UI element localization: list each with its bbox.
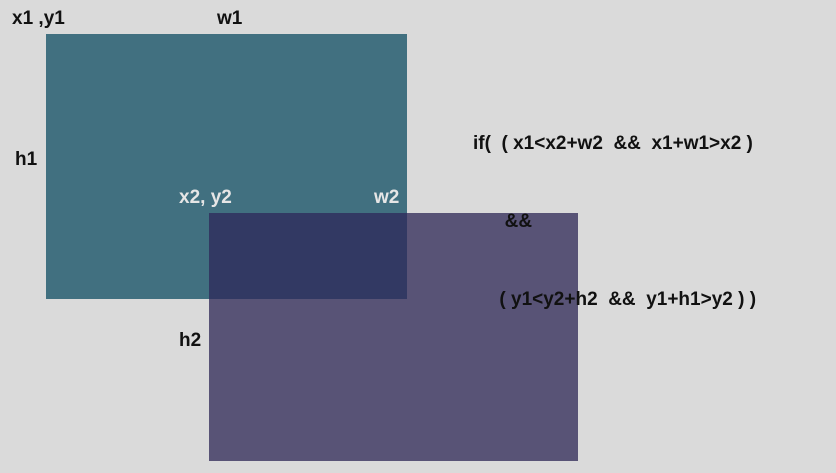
label-x1-y1: x1 ,y1 xyxy=(12,8,65,29)
label-w1: w1 xyxy=(217,8,243,29)
label-h2: h2 xyxy=(179,330,202,351)
overlap-region xyxy=(209,213,407,299)
label-w2: w2 xyxy=(374,187,400,208)
condition-line-3: ( y1<y2+h2 && y1+h1>y2 ) ) xyxy=(473,289,757,310)
collision-condition: if( ( x1<x2+w2 && x1+w1>x2 ) && ( y1<y2+… xyxy=(473,79,756,339)
condition-line-1: if( ( x1<x2+w2 && x1+w1>x2 ) xyxy=(473,133,753,154)
label-h1: h1 xyxy=(15,149,38,170)
label-x2-y2: x2, y2 xyxy=(179,187,232,208)
condition-line-2: && xyxy=(473,211,533,232)
